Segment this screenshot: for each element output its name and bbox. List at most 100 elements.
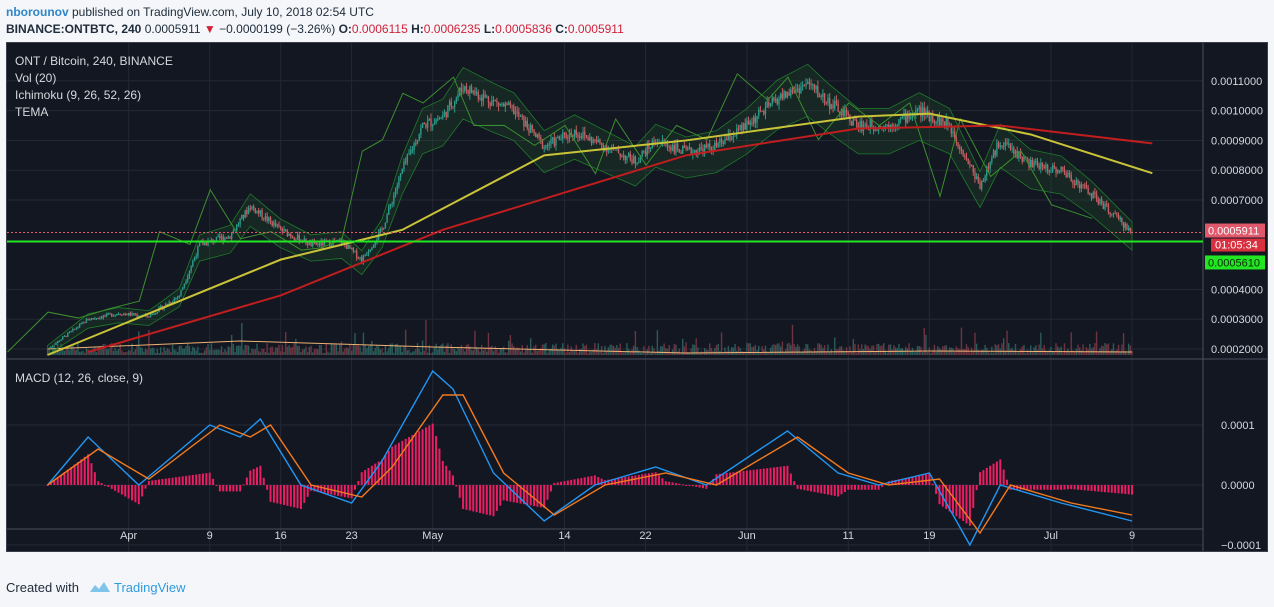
candle bbox=[1082, 184, 1084, 186]
candle bbox=[1004, 142, 1007, 147]
candle bbox=[252, 206, 255, 209]
macd-histogram-bar bbox=[195, 474, 198, 485]
tradingview-link[interactable]: TradingView bbox=[114, 580, 186, 595]
candle bbox=[508, 102, 510, 105]
volume-bar bbox=[702, 351, 704, 355]
macd-histogram-bar bbox=[256, 467, 259, 485]
candle bbox=[202, 241, 204, 246]
open-label: O: bbox=[338, 22, 352, 36]
volume-bar bbox=[154, 352, 157, 355]
macd-histogram-bar bbox=[904, 477, 907, 485]
candle bbox=[558, 136, 561, 140]
volume-bar bbox=[450, 344, 452, 355]
volume-bar bbox=[796, 344, 799, 355]
volume-bar bbox=[1063, 343, 1066, 355]
candle bbox=[533, 129, 535, 134]
candle bbox=[1018, 151, 1020, 158]
volume-bar bbox=[308, 346, 311, 355]
volume-bar bbox=[622, 352, 625, 355]
time-axis-tick: 23 bbox=[345, 530, 357, 542]
volume-bar bbox=[222, 351, 224, 355]
volume-bar bbox=[844, 351, 846, 355]
volume-bar bbox=[391, 343, 393, 355]
volume-bar bbox=[165, 350, 167, 355]
candle bbox=[154, 313, 157, 315]
volume-bar bbox=[178, 346, 181, 355]
candle bbox=[278, 224, 280, 227]
volume-bar bbox=[801, 351, 804, 355]
macd-legend[interactable]: MACD (12, 26, close, 9) bbox=[15, 371, 144, 385]
candle bbox=[682, 145, 684, 154]
volume-bar bbox=[531, 352, 534, 355]
macd-histogram-group bbox=[46, 423, 1134, 526]
volume-bar bbox=[281, 344, 284, 355]
candle bbox=[793, 91, 795, 93]
volume-bar bbox=[587, 352, 589, 355]
candle bbox=[516, 111, 518, 113]
volume-bar bbox=[850, 352, 853, 355]
price-chart[interactable]: 0.00110000.00100000.00090000.00080000.00… bbox=[7, 43, 1267, 551]
candle bbox=[874, 129, 876, 131]
volume-bar bbox=[136, 345, 138, 355]
volume-bar bbox=[612, 345, 615, 355]
volume-bar bbox=[246, 344, 248, 355]
candle bbox=[415, 143, 417, 145]
volume-bar bbox=[273, 351, 275, 355]
candle bbox=[442, 115, 444, 119]
volume-bar bbox=[791, 324, 794, 355]
volume-bar bbox=[496, 348, 498, 355]
chart-frame[interactable]: 0.0011000 0.0010000 0.0009000 0.0008000 0.00… bbox=[6, 42, 1268, 552]
macd-histogram-bar bbox=[495, 485, 498, 511]
volume-bar bbox=[264, 352, 267, 355]
macd-histogram-bar bbox=[451, 475, 454, 485]
tema-legend[interactable]: TEMA bbox=[15, 105, 49, 119]
macd-histogram-bar bbox=[404, 438, 407, 485]
macd-histogram-bar bbox=[729, 472, 732, 485]
volume-bar bbox=[423, 350, 425, 355]
volume-bar bbox=[193, 347, 196, 355]
volume-bar bbox=[516, 347, 518, 355]
macd-histogram-bar bbox=[1131, 485, 1134, 495]
candle bbox=[408, 153, 410, 155]
candle bbox=[345, 244, 348, 249]
candle bbox=[198, 242, 201, 247]
volume-bar bbox=[1085, 347, 1088, 355]
volume-bar bbox=[960, 327, 963, 355]
volume-legend[interactable]: Vol (20) bbox=[15, 71, 57, 85]
macd-histogram-bar bbox=[1036, 485, 1039, 490]
volume-bar bbox=[683, 346, 686, 355]
volume-bar bbox=[533, 346, 535, 355]
candle bbox=[1019, 151, 1022, 158]
candle bbox=[464, 86, 466, 92]
macd-histogram-bar bbox=[509, 485, 512, 502]
candle bbox=[725, 139, 728, 141]
candle bbox=[1057, 170, 1059, 173]
volume-bar bbox=[470, 350, 473, 355]
ichimoku-legend[interactable]: Ichimoku (9, 26, 52, 26) bbox=[15, 88, 142, 102]
candle bbox=[290, 234, 292, 237]
macd-histogram-bar bbox=[49, 482, 52, 485]
candle bbox=[151, 314, 153, 316]
volume-bar bbox=[132, 351, 135, 355]
macd-histogram-bar bbox=[921, 474, 924, 485]
volume-bar bbox=[335, 343, 338, 355]
macd-histogram-bar bbox=[664, 481, 667, 485]
macd-histogram-bar bbox=[962, 485, 965, 521]
candle bbox=[1092, 192, 1094, 199]
macd-histogram-bar bbox=[614, 478, 617, 485]
candle bbox=[590, 136, 593, 143]
candle bbox=[416, 140, 419, 145]
high-value: 0.0006235 bbox=[423, 22, 481, 36]
candle bbox=[1089, 193, 1091, 195]
candle bbox=[1031, 159, 1034, 168]
volume-bar bbox=[737, 346, 740, 355]
candle bbox=[1085, 185, 1088, 188]
candle bbox=[864, 124, 866, 126]
author-link[interactable]: nborounov bbox=[6, 5, 69, 19]
macd-histogram-bar bbox=[1066, 485, 1069, 490]
volume-bar bbox=[320, 344, 322, 355]
candle bbox=[879, 125, 882, 128]
macd-histogram-bar bbox=[323, 485, 326, 494]
candle bbox=[766, 101, 768, 108]
volume-bar bbox=[893, 345, 895, 355]
